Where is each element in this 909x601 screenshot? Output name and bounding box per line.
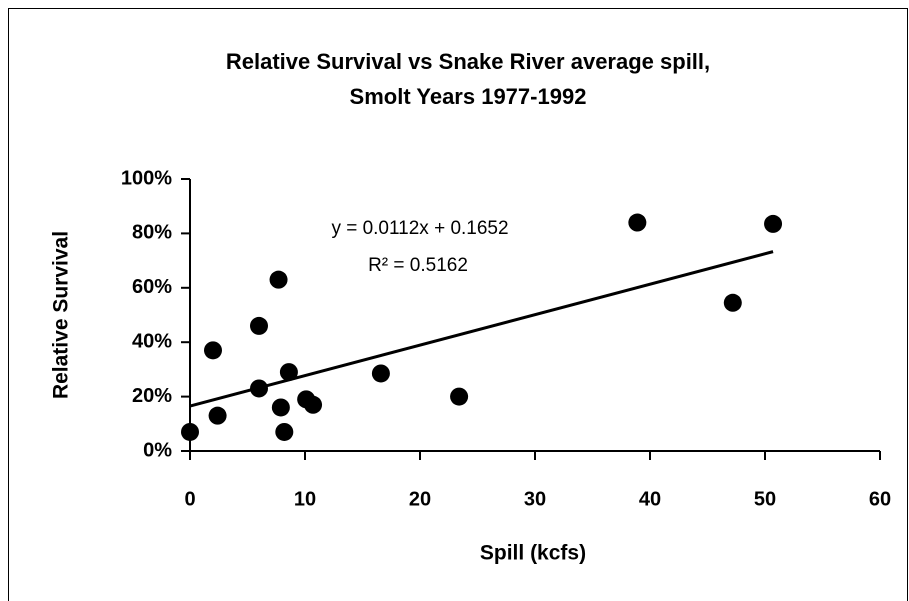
point [371, 364, 390, 383]
chart-border [8, 8, 908, 601]
point [204, 341, 222, 360]
point [208, 406, 227, 425]
trendline-equation: y = 0.0112x + 0.1652 [331, 218, 508, 239]
y-tick-label: 80% [132, 222, 172, 244]
x-tick-label: 60 [869, 488, 891, 510]
y-tick-label: 60% [132, 276, 172, 298]
point [628, 213, 647, 232]
point [275, 422, 294, 441]
r-squared: R² = 0.5162 [368, 255, 468, 276]
y-tick-label: 40% [132, 330, 172, 352]
point [250, 316, 268, 335]
x-tick-label: 10 [294, 488, 316, 510]
point [304, 395, 323, 414]
y-axis-label: Relative Survival [50, 231, 73, 399]
point [764, 214, 783, 233]
point [450, 387, 469, 406]
point [723, 293, 742, 312]
point [279, 363, 298, 382]
x-tick-label: 50 [754, 488, 776, 510]
x-tick-label: 40 [639, 488, 661, 510]
y-tick-label: 100% [121, 167, 172, 189]
x-tick-label: 30 [524, 488, 546, 510]
point [271, 398, 290, 417]
y-tick-label: 0% [143, 439, 172, 461]
chart-title: Relative Survival vs Snake River average… [226, 49, 710, 74]
x-tick-label: 20 [409, 488, 431, 510]
point [181, 422, 199, 441]
x-tick-label: 0 [184, 488, 195, 510]
point [269, 270, 288, 289]
y-tick-label: 20% [132, 385, 172, 407]
point [250, 379, 268, 398]
x-axis-label: Spill (kcfs) [480, 542, 586, 565]
chart-title: Smolt Years 1977-1992 [350, 84, 587, 109]
